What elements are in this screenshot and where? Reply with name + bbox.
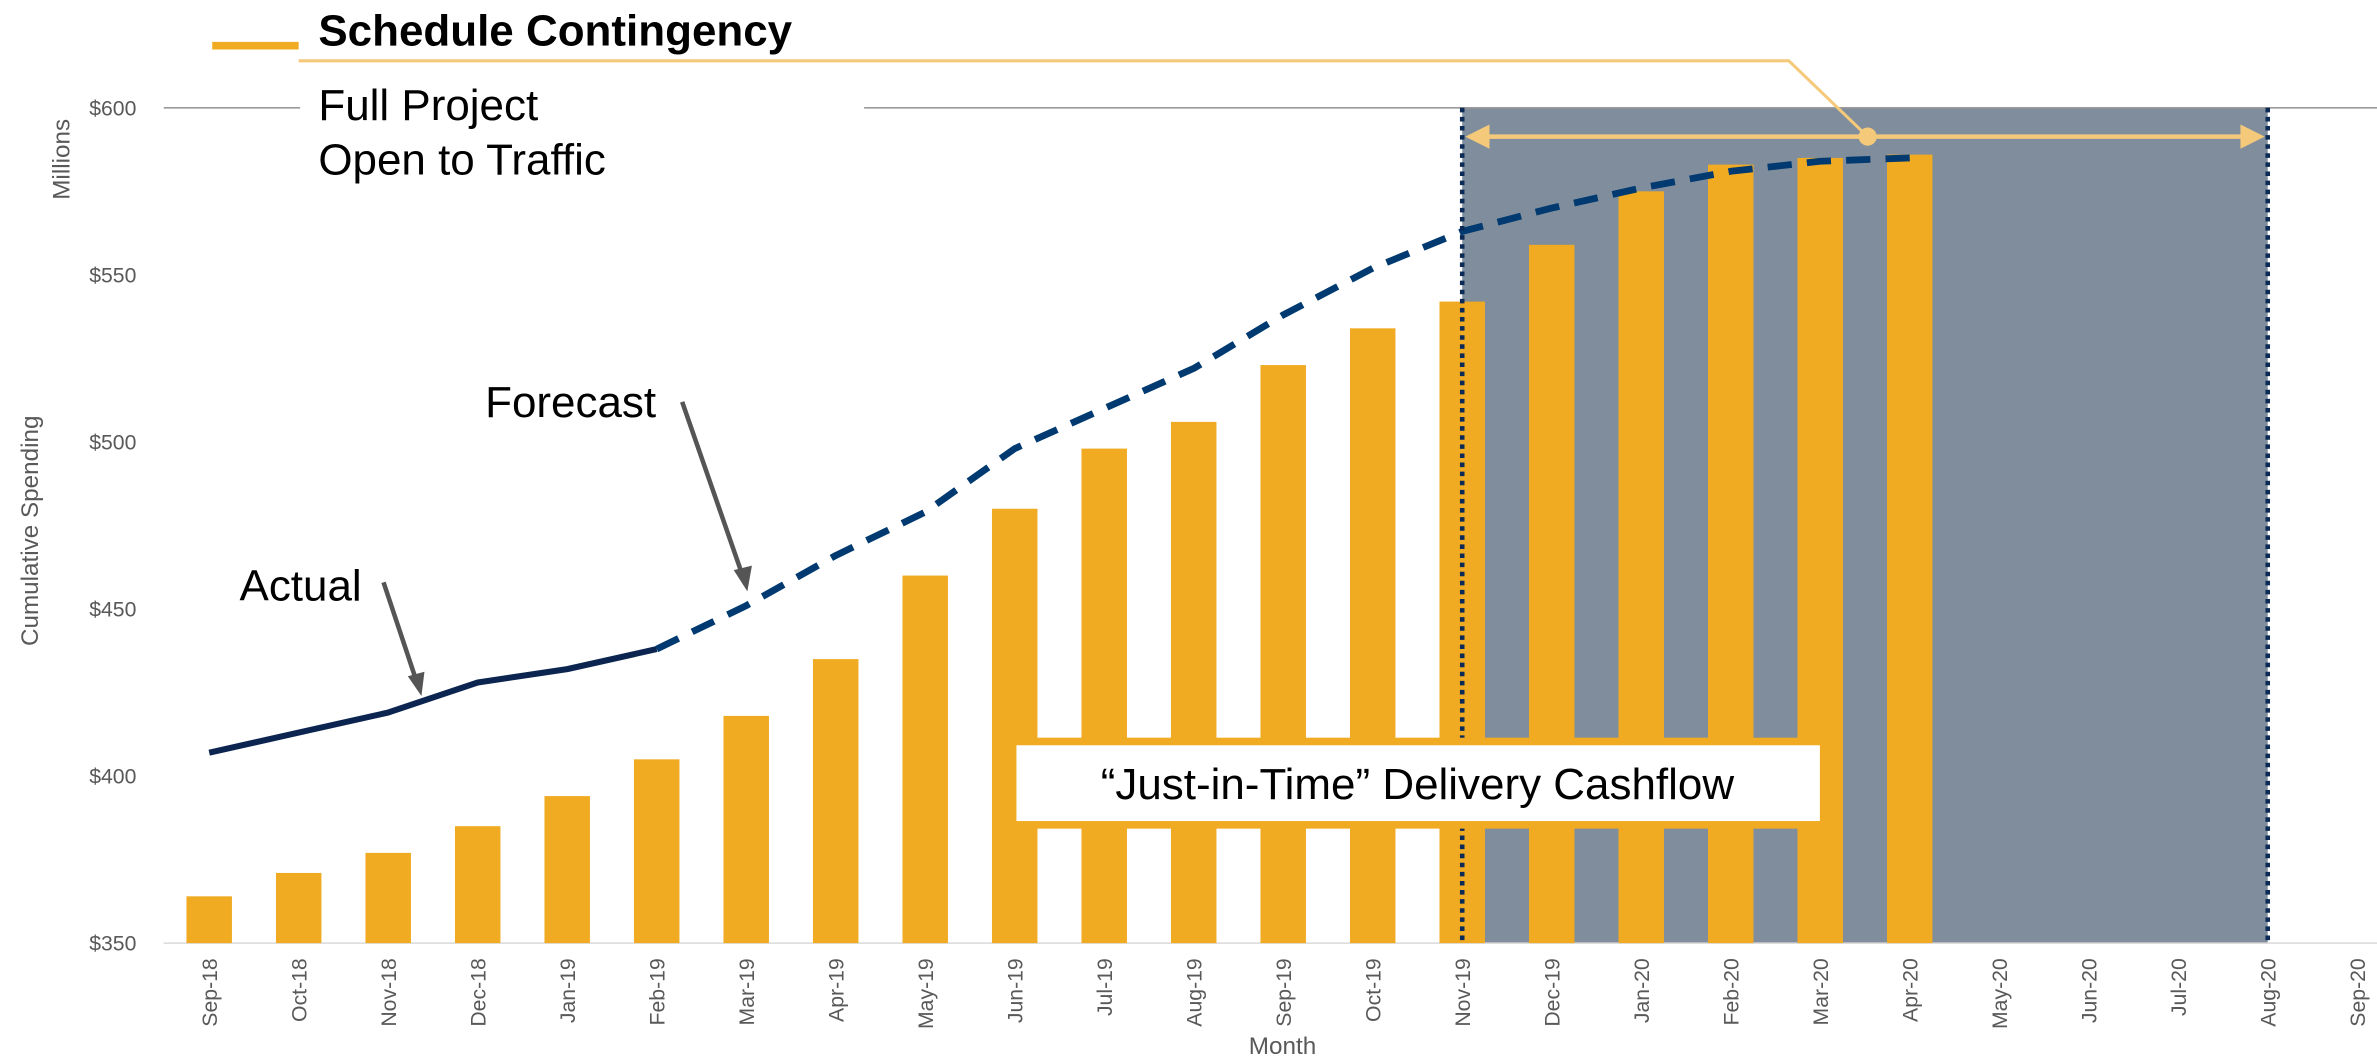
contingency-leader: [298, 59, 1869, 138]
forecast-line: [655, 154, 1910, 653]
pointer: [680, 401, 745, 577]
x-axis-title: Month: [1249, 1033, 1316, 1060]
bar: [633, 759, 680, 944]
x-tick-label: Apr-19: [825, 958, 848, 1022]
annotation: Actual: [240, 561, 362, 610]
bar: [1886, 154, 1933, 944]
leader-dot: [1858, 127, 1877, 146]
x-tick-label: Sep-18: [199, 958, 222, 1026]
bar: [186, 896, 232, 944]
annotation: Full Project: [318, 81, 538, 130]
y-tick-label: $550: [89, 264, 136, 287]
x-tick-label: Dec-18: [467, 958, 490, 1026]
y-axis-title: Cumulative Spending: [17, 415, 44, 646]
bar: [1528, 244, 1575, 944]
bar: [544, 796, 590, 944]
x-tick-label: Oct-18: [288, 958, 311, 1022]
bar: [454, 826, 501, 944]
arrow-head: [2240, 124, 2265, 149]
x-tick-label: Dec-19: [1541, 958, 1564, 1026]
x-tick-label: May-20: [1989, 958, 2012, 1029]
y-tick-label: $350: [89, 933, 136, 956]
x-tick-label: Jul-19: [1094, 958, 1117, 1016]
bar: [365, 852, 411, 944]
bar: [1170, 421, 1217, 944]
pointer-head: [733, 565, 752, 592]
pointer: [381, 581, 420, 684]
bar: [1618, 191, 1664, 944]
x-tick-label: Jul-20: [2168, 958, 2191, 1016]
x-tick-label: Nov-18: [378, 958, 401, 1026]
x-tick-label: Oct-19: [1362, 958, 1385, 1022]
x-tick-label: Jun-20: [2078, 958, 2101, 1023]
annotation: Forecast: [485, 378, 656, 427]
x-tick-label: Mar-19: [736, 958, 759, 1025]
x-tick-label: Nov-19: [1452, 958, 1475, 1026]
bar: [1260, 365, 1306, 944]
x-tick-label: Mar-20: [1810, 958, 1833, 1025]
pointer-head: [407, 671, 425, 696]
annotation: Open to Traffic: [318, 136, 605, 185]
bar: [1349, 328, 1396, 944]
y-tick-label: $600: [89, 97, 136, 120]
legend-label: Schedule Contingency: [318, 7, 792, 56]
bar: [991, 508, 1038, 944]
x-tick-label: Sep-19: [1273, 958, 1296, 1026]
x-tick-label: Apr-20: [1899, 958, 1922, 1022]
y-axis-unit: Millions: [49, 119, 76, 200]
x-tick-label: Jan-19: [557, 958, 580, 1023]
y-tick-label: $500: [89, 432, 136, 455]
x-tick-label: Aug-20: [2257, 958, 2280, 1026]
y-tick-label: $400: [89, 766, 136, 789]
x-tick-label: Jun-19: [1004, 958, 1027, 1023]
actual-line: [208, 646, 658, 756]
x-tick-label: Feb-19: [646, 958, 669, 1025]
bar: [723, 715, 769, 944]
y-tick-label: $450: [89, 599, 136, 622]
bar: [812, 659, 859, 944]
x-tick-label: Feb-20: [1720, 958, 1743, 1025]
x-tick-label: Jan-20: [1631, 958, 1654, 1023]
x-tick-label: May-19: [915, 958, 938, 1029]
x-tick-label: Sep-20: [2347, 958, 2370, 1026]
annotation: “Just-in-Time” Delivery Cashflow: [1101, 760, 1735, 809]
bar: [275, 872, 322, 944]
bar: [1081, 448, 1127, 944]
bar: [902, 575, 948, 944]
cashflow-box: [1008, 737, 1828, 829]
arrow-head: [1465, 124, 1490, 149]
x-tick-label: Aug-19: [1183, 958, 1206, 1026]
